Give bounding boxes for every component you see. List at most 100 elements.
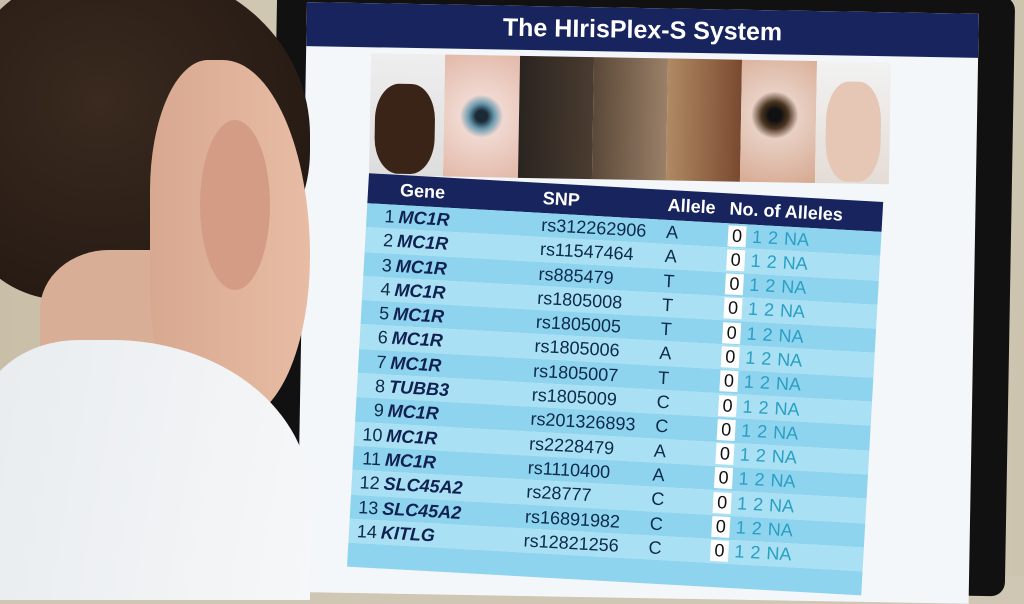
allele-count-option-0[interactable]: 0 [726,249,746,272]
allele-count-option-1[interactable]: 1 [746,323,758,344]
allele: A [665,221,679,243]
row-number: 3 [381,254,393,276]
allele-count-option-1[interactable]: 1 [744,347,756,369]
snp-id: rs1805009 [531,384,618,410]
allele-count-option-na[interactable]: NA [774,397,801,420]
allele-count-option-na[interactable]: NA [782,252,809,274]
gene-name: MC1R [395,255,448,279]
allele-count-option-na[interactable]: NA [765,543,792,565]
gene-name: MC1R [398,206,451,230]
allele: A [664,246,678,267]
allele-count-option-na[interactable]: NA [776,349,803,371]
allele: C [647,537,663,558]
allele: T [662,270,676,292]
allele-count-option-1[interactable]: 1 [733,541,746,563]
snp-id: rs1805006 [534,336,621,361]
allele: A [652,464,666,486]
allele-count-option-0[interactable]: 0 [722,321,742,344]
allele-count-option-na[interactable]: NA [769,470,797,492]
allele-count-option-2[interactable]: 2 [758,396,770,418]
row-number: 11 [361,448,382,470]
gene-name: SLC45A2 [383,473,464,499]
allele-count-option-1[interactable]: 1 [740,420,752,441]
allele-count-option-0[interactable]: 0 [711,516,731,538]
allele-count-option-na[interactable]: NA [767,519,794,541]
allele-count-option-na[interactable]: NA [780,276,807,298]
allele-count-option-na[interactable]: NA [783,228,810,250]
allele: T [661,294,674,316]
row-number: 8 [374,376,386,397]
allele-count-option-1[interactable]: 1 [739,444,751,466]
row-number: 6 [377,327,389,349]
allele-count-option-2[interactable]: 2 [766,251,778,272]
allele-count-option-0[interactable]: 0 [712,491,732,514]
allele-count-option-0[interactable]: 0 [716,418,736,441]
allele-count-option-na[interactable]: NA [771,446,798,468]
allele-count-option-1[interactable]: 1 [735,517,747,538]
hair-sample-dark [517,55,594,180]
col-gene: Gene [399,180,446,203]
row-number: 4 [379,278,392,300]
allele-count-option-1[interactable]: 1 [736,493,748,514]
allele-count-option-2[interactable]: 2 [763,299,775,321]
allele-count-option-na[interactable]: NA [775,373,802,395]
allele-count-option-0[interactable]: 0 [727,224,747,247]
allele-count-option-0[interactable]: 0 [720,346,740,369]
allele-count-option-2[interactable]: 2 [759,372,771,394]
gene-name: MC1R [389,352,442,376]
allele-count-option-1[interactable]: 1 [748,274,760,296]
allele: C [656,391,671,413]
snp-id: rs28777 [525,481,592,506]
allele: A [653,440,667,461]
snp-id: rs1805007 [532,360,619,386]
row-number: 9 [373,400,385,421]
allele-count-option-2[interactable]: 2 [762,324,774,345]
row-number: 1 [384,206,396,227]
allele-count-option-2[interactable]: 2 [749,542,762,564]
allele-count-option-na[interactable]: NA [779,300,806,323]
hair-sample-brown [591,57,669,181]
snp-table: Gene SNP Allele No. of Alleles 1 MC1R rs… [346,173,884,596]
allele-count-option-1[interactable]: 1 [737,468,750,490]
allele-count-option-na[interactable]: NA [768,494,795,517]
gene-name: SLC45A2 [381,498,462,523]
row-number: 13 [357,496,379,518]
allele-count-option-1[interactable]: 1 [747,299,759,320]
allele-count-option-0[interactable]: 0 [709,540,730,563]
allele-count-option-2[interactable]: 2 [764,275,776,297]
allele-count-option-1[interactable]: 1 [750,250,762,272]
page-title: The HIrisPlex-S System [306,2,979,58]
allele-count-option-2[interactable]: 2 [751,518,763,539]
snp-id: rs1805008 [536,287,623,313]
allele-count-option-2[interactable]: 2 [760,348,772,369]
allele-count-option-2[interactable]: 2 [756,421,768,442]
gene-name: MC1R [387,401,440,424]
monitor: The HIrisPlex-S System Gene SNP Allele N… [266,0,1016,604]
allele-count-option-0[interactable]: 0 [715,443,735,466]
allele-count-option-0[interactable]: 0 [724,273,744,296]
row-number: 12 [359,472,381,494]
allele-count-option-1[interactable]: 1 [743,371,755,393]
brown-eye-image [740,59,817,184]
allele-count-option-2[interactable]: 2 [752,493,764,515]
allele-count-option-0[interactable]: 0 [719,370,739,393]
allele-count-option-0[interactable]: 0 [723,297,743,320]
row-number: 2 [382,230,394,251]
row-number: 5 [378,303,390,324]
gene-name: MC1R [396,231,449,255]
allele-count-option-1[interactable]: 1 [742,396,754,417]
allele-count-option-0[interactable]: 0 [713,467,734,490]
row-number: 14 [356,520,378,543]
gene-name: MC1R [384,449,437,473]
blue-eye-image [443,54,520,178]
allele-count-option-0[interactable]: 0 [718,394,738,417]
allele-count-option-2[interactable]: 2 [767,227,779,248]
col-no-of-alleles: No. of Alleles [729,198,844,225]
allele-count-option-2[interactable]: 2 [755,445,767,466]
gene-name: KITLG [380,522,436,546]
allele-count-option-2[interactable]: 2 [753,469,766,491]
allele-count-option-na[interactable]: NA [772,422,799,444]
allele-count-option-1[interactable]: 1 [751,226,763,247]
allele: C [650,488,665,510]
allele-count-option-na[interactable]: NA [778,325,805,347]
